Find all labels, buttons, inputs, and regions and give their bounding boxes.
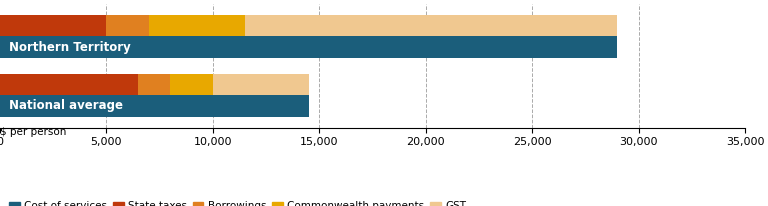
Bar: [107, 15, 149, 36]
Text: Northern Territory: Northern Territory: [8, 41, 131, 54]
Bar: [170, 74, 213, 95]
Bar: [0, 15, 107, 36]
Text: $ per person: $ per person: [0, 127, 66, 137]
Bar: [213, 74, 309, 95]
Bar: [0, 95, 309, 117]
Bar: [149, 15, 245, 36]
Text: National average: National average: [8, 99, 123, 112]
Legend: Cost of services, State taxes, Borrowings, Commonwealth payments, GST: Cost of services, State taxes, Borrowing…: [5, 197, 470, 206]
Bar: [0, 74, 138, 95]
Bar: [0, 36, 617, 58]
Bar: [138, 74, 170, 95]
Bar: [245, 15, 617, 36]
